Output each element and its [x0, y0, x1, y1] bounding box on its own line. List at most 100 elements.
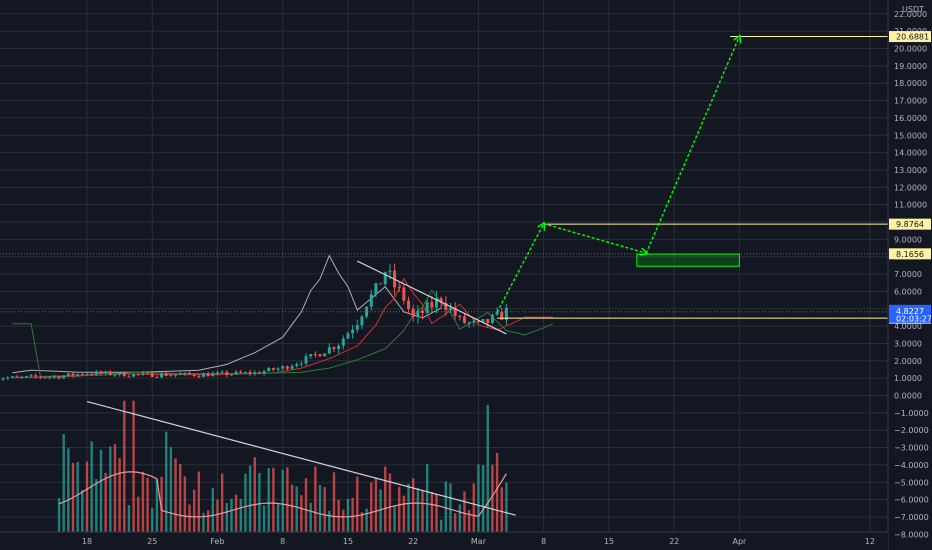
price-tick-label: 9.0000	[894, 235, 922, 244]
volume-bar	[374, 477, 378, 535]
candle-body	[122, 372, 126, 377]
volume-bar	[216, 499, 219, 535]
candle-body	[113, 374, 117, 376]
time-tick-label: 15	[604, 537, 614, 546]
candle-body	[90, 373, 94, 375]
time-tick-label: 25	[147, 537, 157, 546]
candle-body	[76, 374, 80, 376]
time-tick-label: 18	[82, 537, 92, 546]
candle-body	[299, 363, 303, 365]
volume-bar	[90, 441, 93, 535]
volume-bar	[491, 464, 494, 535]
price-tick-label: −2.0000	[894, 426, 929, 435]
volume-bar	[109, 446, 112, 535]
candle-body	[458, 315, 462, 317]
volume-bar	[412, 478, 415, 535]
candle-body	[351, 329, 355, 334]
candle-body	[462, 316, 466, 323]
price-tick-label: 22.0000	[894, 10, 927, 19]
target-zone-box	[636, 253, 740, 267]
candle-body	[271, 367, 275, 370]
time-tick-label: 15	[343, 537, 353, 546]
candle-body	[337, 345, 341, 349]
price-tick-label: −4.0000	[894, 461, 929, 470]
time-axis-background	[0, 532, 888, 550]
candle-body	[411, 308, 415, 318]
grid-lines	[0, 0, 888, 535]
price-tick-label: 20.0000	[894, 45, 927, 54]
price-tick-label: 7.0000	[894, 270, 922, 279]
volume-bar	[393, 505, 396, 535]
candle-body	[34, 375, 38, 377]
volume-bar	[202, 512, 205, 535]
volume-bar	[439, 519, 443, 535]
candle-body	[257, 372, 261, 374]
volume-bar	[127, 505, 131, 535]
candle-body	[262, 371, 266, 374]
price-axis[interactable]: 22.000021.000020.000019.000018.000017.00…	[887, 0, 932, 550]
candle-body	[486, 318, 490, 324]
candle-body	[10, 376, 14, 378]
candle-body	[453, 307, 457, 316]
volume-bar	[295, 486, 298, 535]
projection-segment	[543, 223, 647, 253]
volume-bar	[332, 472, 336, 535]
candle-body	[416, 310, 420, 318]
candle-body	[374, 283, 378, 295]
candle-body	[141, 372, 145, 375]
volume-bar	[281, 469, 284, 535]
price-tick-label: 4.0000	[894, 322, 922, 331]
volume-bar	[314, 466, 317, 535]
price-tick-label: 16.0000	[894, 114, 927, 123]
volume-bar	[206, 510, 210, 535]
price-tick-label: −1.0000	[894, 409, 929, 418]
time-tick-label: Feb	[210, 537, 224, 546]
volume-bar	[104, 472, 107, 535]
candle-body	[48, 376, 52, 378]
volume-bar	[137, 496, 140, 535]
candle-body	[388, 270, 392, 273]
volume-bar	[505, 482, 508, 535]
volume-bar	[430, 491, 434, 535]
price-tick-label: 15.0000	[894, 131, 927, 140]
candle-body	[346, 333, 350, 339]
volume-bar	[481, 465, 485, 535]
volume-bar	[155, 479, 159, 535]
volume-bar	[118, 458, 121, 535]
volume-bar	[360, 512, 364, 535]
price-tick-label: 12.0000	[894, 183, 927, 192]
price-tag	[889, 248, 931, 260]
candle-body	[481, 318, 485, 322]
price-tick-label: 3.0000	[894, 339, 922, 348]
candle-body	[304, 356, 308, 364]
volume-bar	[458, 504, 461, 535]
volume-bar	[81, 489, 84, 535]
candle-body	[318, 354, 322, 357]
candle-body	[229, 374, 233, 376]
price-tag-label: 9.8764	[896, 220, 924, 229]
leading-span-b	[12, 289, 554, 377]
price-tick-label: −7.0000	[894, 513, 929, 522]
candle-body	[20, 376, 24, 378]
candle-body	[360, 316, 364, 326]
candle-body	[118, 372, 122, 375]
volume-bar	[370, 482, 373, 535]
candle-body	[136, 374, 140, 376]
volume-bar	[85, 461, 89, 535]
time-axis[interactable]: 18 25 Feb 8 15 22 Mar 8 15 22 Apr 12	[0, 531, 888, 550]
volume-bar	[495, 452, 499, 535]
candle-body	[281, 366, 285, 369]
volume-bar	[95, 479, 98, 535]
candle-body	[383, 272, 387, 285]
price-tag	[889, 218, 931, 230]
time-tick-label: Mar	[471, 537, 487, 546]
volume-bar	[309, 502, 312, 535]
volume-bar	[286, 467, 289, 535]
price-tag	[889, 31, 931, 43]
volume-bar	[132, 400, 135, 535]
ichimoku-cloud	[12, 254, 554, 379]
price-tick-label: 14.0000	[894, 149, 927, 158]
candle-body	[24, 375, 28, 377]
